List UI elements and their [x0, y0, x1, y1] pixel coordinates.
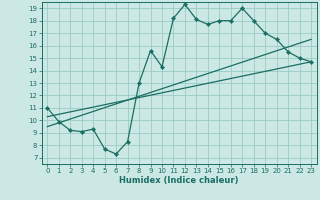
- X-axis label: Humidex (Indice chaleur): Humidex (Indice chaleur): [119, 176, 239, 185]
